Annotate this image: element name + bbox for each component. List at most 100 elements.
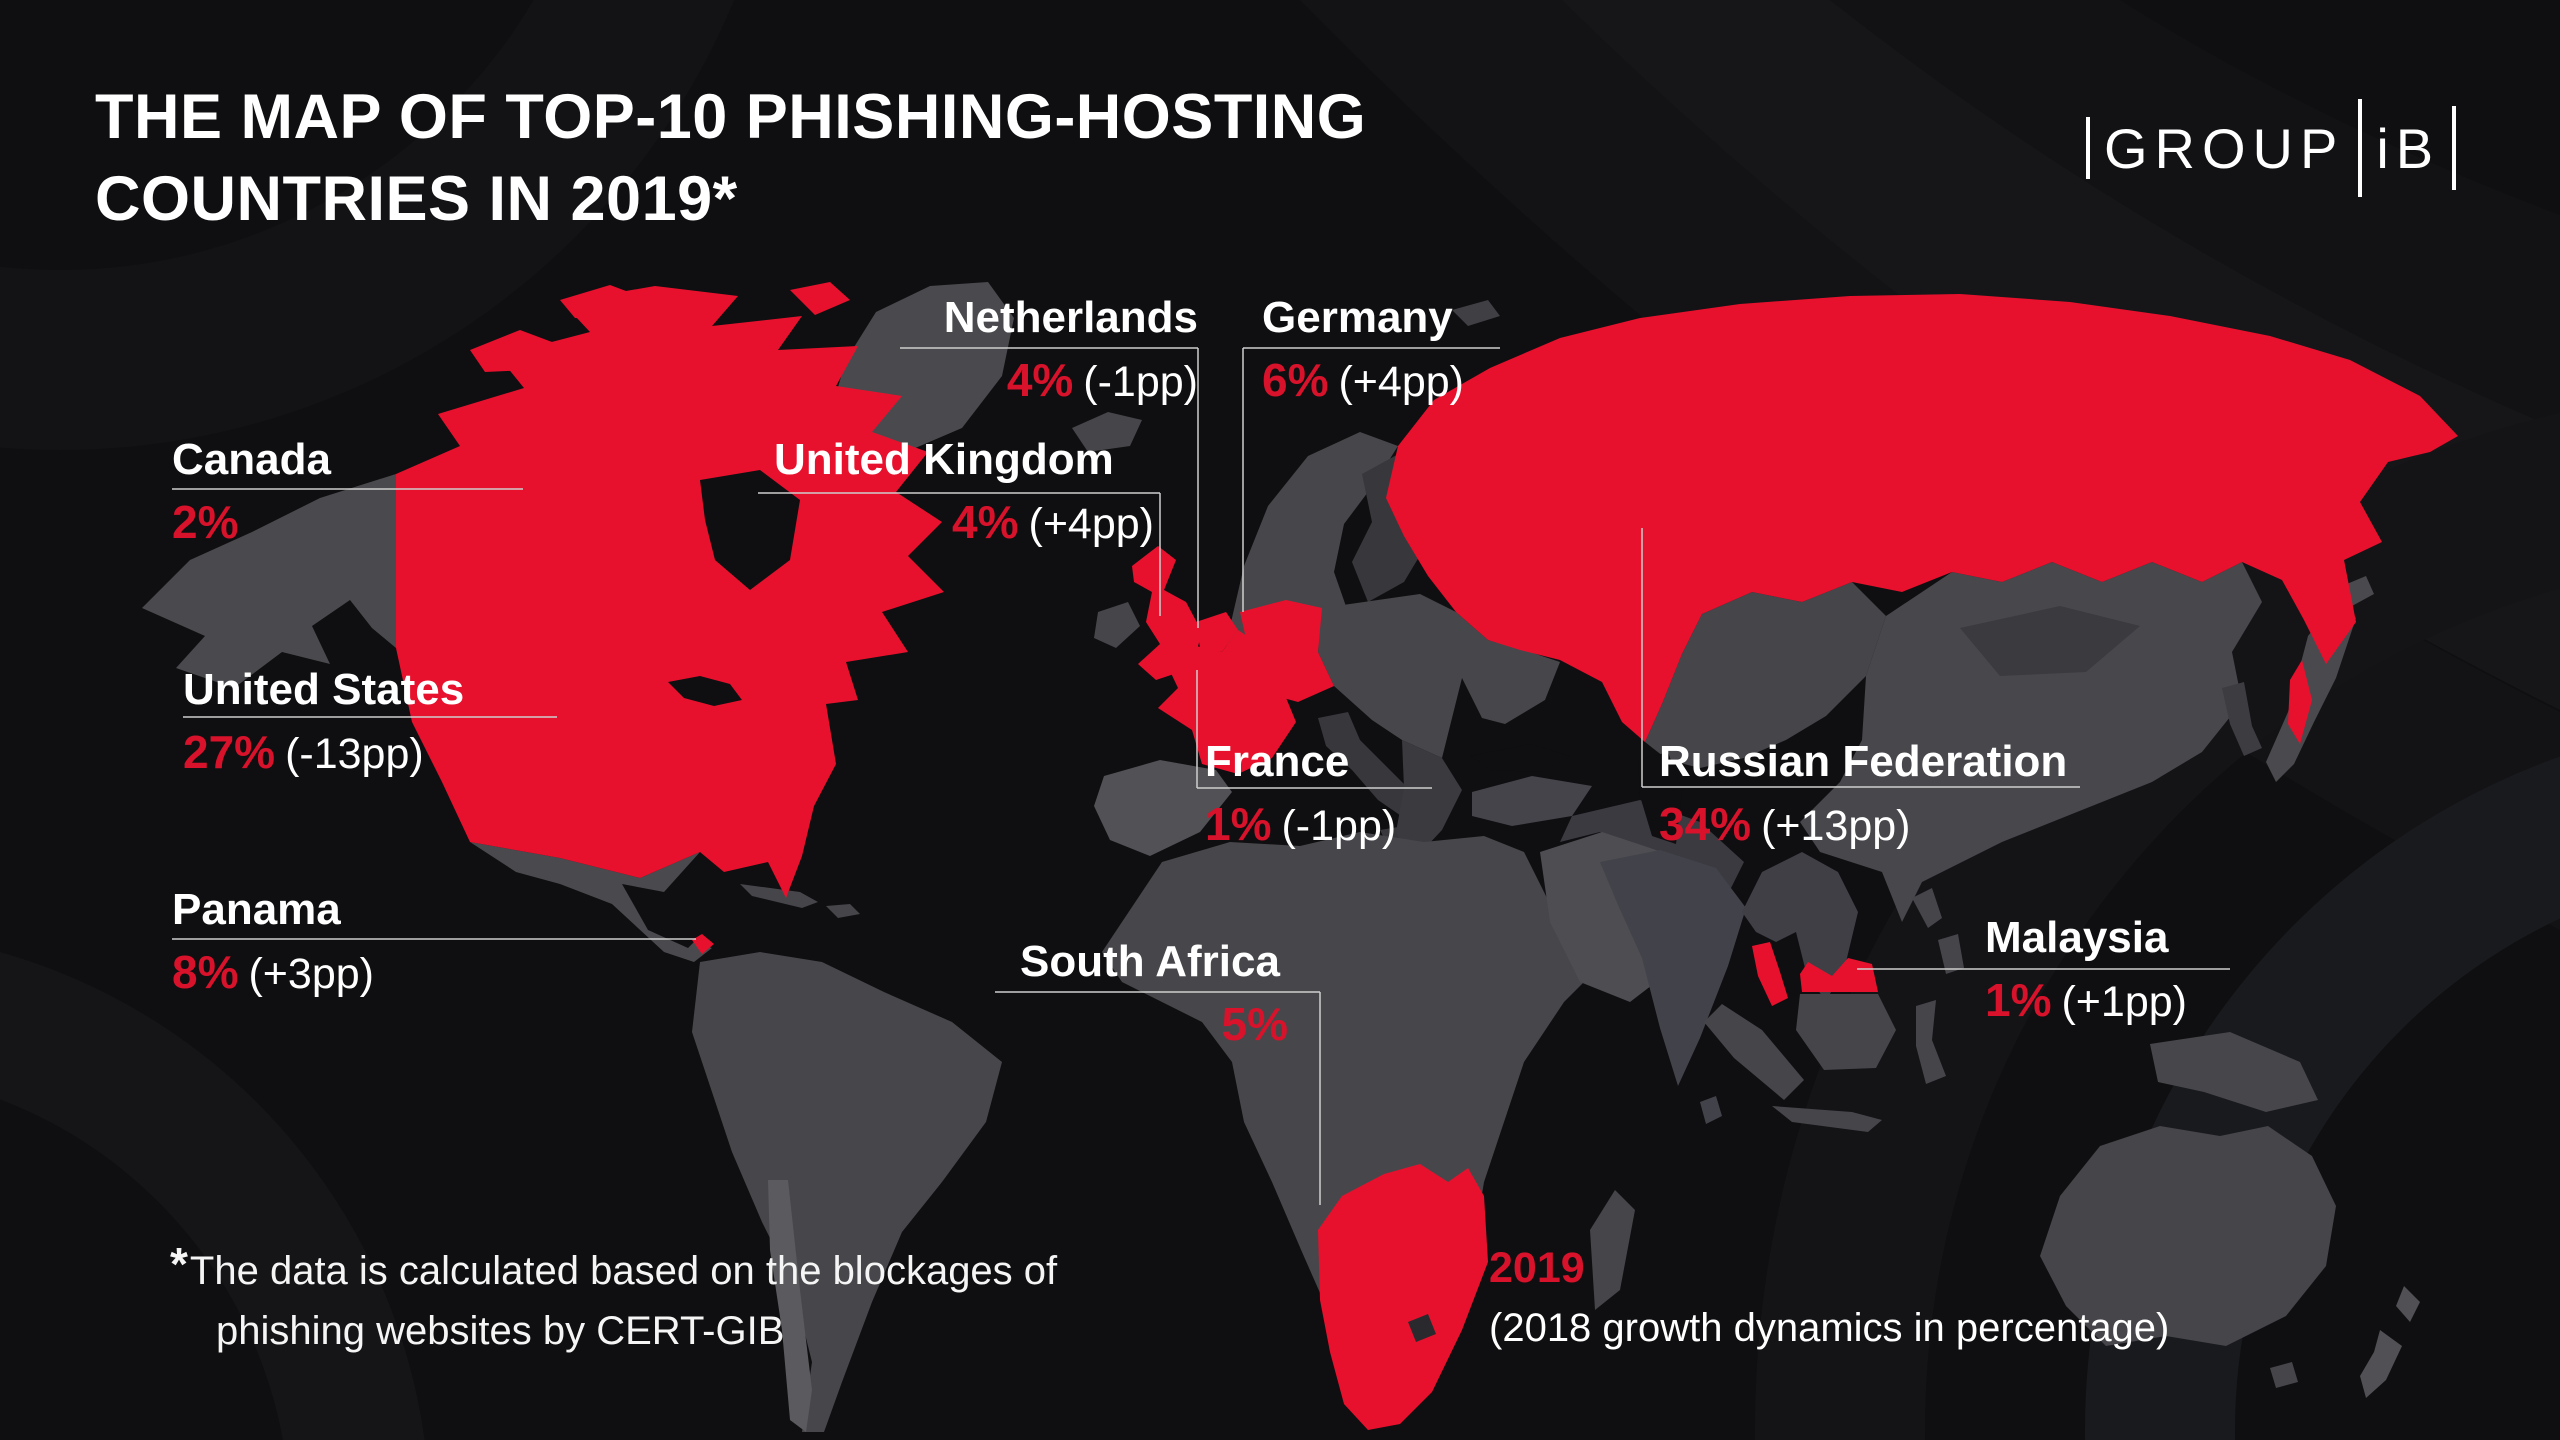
footnote: *The data is calculated based on the blo… [170, 1238, 1057, 1361]
country-delta: (-1pp) [1083, 358, 1198, 406]
country-share: 5% [1221, 998, 1288, 1050]
map-region-iceland [1072, 412, 1142, 452]
map-region-svalbard [1452, 300, 1744, 346]
footnote-line-2: phishing websites by CERT-GIB [216, 1309, 785, 1353]
country-share: 6% [1262, 354, 1329, 406]
legend-year: 2019 [1489, 1244, 1585, 1292]
country-share: 27% [183, 726, 276, 778]
map-region-chile [768, 1180, 812, 1432]
map-region-alaska [142, 474, 396, 688]
country-name: France [1205, 737, 1350, 786]
map-region-balkans [1396, 740, 1462, 862]
country-name: South Africa [1020, 937, 1280, 986]
leader-lines [172, 347, 2230, 1205]
map-region-panama-highlight [692, 934, 714, 954]
legend: 2019 (2018 growth dynamics in percentage… [1489, 1238, 2169, 1358]
country-label-germany: Germany 6% (+4pp) [1262, 294, 1464, 416]
map-region-new-guinea [2150, 1032, 2318, 1112]
map-region-arctic-islands-highlight [470, 282, 850, 372]
country-delta: (+4pp) [1338, 358, 1464, 406]
map-region-russia-highlight [1386, 294, 2458, 742]
country-name: United Kingdom [774, 435, 1114, 484]
map-region-india [1600, 850, 1746, 1124]
map-region-south-america [692, 952, 1002, 1432]
map-region-uk-highlight [1132, 546, 1202, 680]
country-delta: (-13pp) [285, 730, 424, 778]
country-delta: (+3pp) [248, 950, 374, 998]
map-region-central-america [470, 842, 712, 962]
map-lesotho [1408, 1314, 1436, 1342]
country-name: Canada [172, 435, 331, 484]
title-line-2: COUNTRIES IN 2019* [95, 164, 738, 234]
country-share: 4% [1006, 354, 1074, 406]
country-label-france: France 1% (-1pp) [1205, 738, 1396, 860]
country-label-russian-federation: Russian Federation 34% (+13pp) [1659, 738, 2067, 860]
map-region-madagascar [1590, 1190, 1635, 1310]
country-share: 4% [952, 496, 1019, 548]
country-label-canada: Canada 2% [172, 436, 331, 558]
map-region-africa [1102, 832, 1604, 1424]
map-region-sumatra-java [1704, 1004, 1882, 1132]
country-share: 1% [1985, 974, 2052, 1026]
map-region-borneo [1796, 994, 1896, 1070]
country-name: Russian Federation [1659, 737, 2068, 786]
country-label-panama: Panama 8% (+3pp) [172, 886, 374, 1008]
country-delta: (+1pp) [2061, 978, 2187, 1026]
title-line-1: THE MAP OF TOP-10 PHISHING-HOSTING [95, 82, 1367, 152]
map-hudson-bay [700, 470, 800, 590]
map-black-sea [1470, 744, 1570, 772]
map-region-sakhalin-highlight [2288, 660, 2312, 744]
map-region-caribbean [740, 884, 860, 918]
asterisk: * [170, 1238, 188, 1290]
country-label-united-states: United States 27% (-13pp) [183, 666, 464, 788]
logo-bar-right [2452, 106, 2457, 190]
country-share: 8% [172, 946, 239, 998]
map-region-turkey [1472, 776, 1592, 826]
map-region-south-africa-highlight [1318, 1164, 1488, 1430]
map-caspian-sea [1638, 752, 1682, 844]
map-region-philippines [1912, 888, 1964, 974]
group-ib-logo: GROUP iB [2086, 98, 2457, 198]
map-region-netherlands-highlight [1196, 612, 1238, 652]
country-name: Germany [1262, 293, 1453, 342]
country-name: United States [183, 665, 465, 714]
map-region-new-zealand [2360, 1286, 2420, 1398]
page-title: THE MAP OF TOP-10 PHISHING-HOSTING COUNT… [95, 76, 1366, 240]
country-delta: (-1pp) [1281, 802, 1397, 850]
logo-text-group: GROUP [2104, 116, 2345, 180]
map-region-canada-us-highlight [396, 286, 944, 898]
country-delta: (+4pp) [1028, 500, 1155, 548]
country-share: 34% [1659, 798, 1752, 850]
country-label-south-africa: South Africa 5% [995, 938, 1320, 1060]
map-region-italy [1318, 712, 1422, 846]
logo-bar-middle [2358, 99, 2363, 197]
country-label-malaysia: Malaysia 1% (+1pp) [1985, 914, 2187, 1036]
logo-text-ib: iB [2376, 116, 2441, 180]
map-great-lakes [668, 676, 742, 706]
country-label-united-kingdom: United Kingdom 4% (+4pp) [758, 436, 1160, 558]
country-delta: (+13pp) [1761, 802, 1911, 850]
map-region-malaysia-peninsula-highlight [1752, 942, 1788, 1006]
country-name: Panama [172, 885, 341, 934]
map-region-central-asia [1645, 582, 1886, 768]
map-region-france-highlight [1158, 630, 1296, 774]
map-region-indochina [1742, 852, 1858, 1002]
country-name: Netherlands [943, 293, 1198, 342]
map-region-ireland [1094, 602, 1140, 648]
country-share: 2% [172, 496, 239, 548]
footnote-line-1: *The data is calculated based on the blo… [170, 1238, 1058, 1293]
country-name: Malaysia [1985, 913, 2169, 962]
map-region-sulawesi [1916, 1000, 1946, 1084]
map-region-korea [2222, 682, 2262, 756]
country-share: 1% [1205, 798, 1272, 850]
logo-bar-left [2086, 117, 2090, 179]
map-region-malaysia-borneo-highlight [1800, 958, 1878, 992]
map-region-china [1800, 562, 2262, 922]
map-region-australia [2040, 1126, 2336, 1388]
map-region-central-europe [1318, 594, 1560, 758]
map-region-mongolia [1960, 606, 2140, 676]
country-label-netherlands: Netherlands 4% (-1pp) [880, 294, 1198, 416]
legend-note: (2018 growth dynamics in percentage) [1489, 1306, 2170, 1350]
